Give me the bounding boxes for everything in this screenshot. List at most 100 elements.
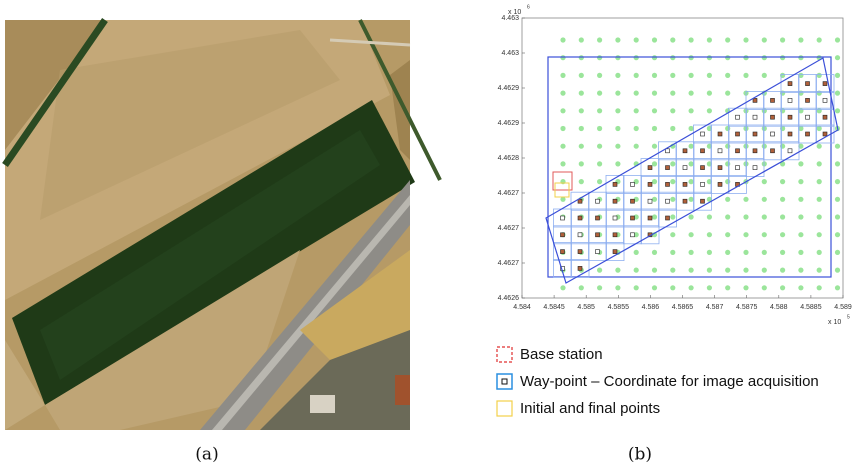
grid-dot	[834, 161, 841, 167]
waypoint	[700, 131, 705, 137]
grid-dot	[816, 285, 822, 291]
grid-dot	[560, 161, 566, 167]
grid-dot	[651, 125, 658, 132]
waypoint	[577, 198, 583, 204]
grid-dot	[688, 90, 694, 96]
waypoint-box	[605, 208, 625, 228]
x-tick-label: 4.589	[834, 304, 852, 311]
waypoint-box	[570, 208, 590, 228]
grid-dot	[688, 143, 694, 149]
waypoint-box	[710, 141, 730, 161]
waypoint	[647, 215, 653, 221]
waypoint-strip	[545, 57, 839, 284]
waypoint-box	[763, 107, 782, 127]
grid-dot	[651, 214, 658, 220]
waypoint-box	[745, 124, 765, 144]
waypoint-box	[623, 208, 642, 228]
waypoint	[682, 198, 688, 204]
waypoint	[560, 249, 565, 254]
grid-dot	[816, 232, 822, 238]
waypoint-box	[588, 242, 607, 262]
grid-dot	[651, 37, 658, 43]
grid-dot	[651, 161, 658, 167]
grid-dot	[761, 55, 767, 61]
grid-dot	[816, 196, 822, 202]
grid-dot	[725, 72, 731, 78]
y-multiplier: x 10	[508, 9, 521, 16]
grid-dot	[761, 249, 767, 255]
grid-dot	[688, 249, 694, 255]
waypoint	[752, 165, 758, 170]
waypoint	[717, 165, 723, 170]
y-tick-label: 4.4627	[498, 225, 520, 232]
waypoint-box	[693, 158, 712, 178]
grid-dot	[688, 179, 694, 185]
grid-dot	[615, 55, 621, 61]
waypoint	[805, 81, 810, 86]
grid-dot	[633, 214, 639, 220]
legend-label: Initial and final points	[520, 400, 660, 417]
x-tick-label: 4.5875	[736, 304, 758, 311]
grid-dot	[725, 55, 731, 61]
grid-dot	[578, 55, 584, 61]
grid-dot	[761, 179, 767, 185]
waypoint-box	[675, 191, 695, 211]
grid-dot	[597, 285, 603, 291]
grid-dot	[578, 143, 584, 149]
waypoint	[595, 215, 600, 221]
waypoint-box	[658, 141, 677, 161]
y-tick-label: 4.4627	[498, 190, 520, 197]
grid-dot	[725, 179, 731, 185]
waypoint	[665, 198, 670, 204]
grid-dot	[706, 267, 713, 273]
grid-dot	[798, 232, 804, 238]
grid-dot	[743, 285, 749, 291]
waypoint-box	[763, 91, 782, 110]
y-tick-label: 4.4628	[498, 155, 520, 162]
grid-dot	[670, 179, 676, 185]
waypoint	[770, 114, 775, 120]
waypoint	[805, 131, 810, 137]
grid-dot	[780, 249, 786, 255]
waypoint	[682, 165, 688, 170]
waypoint-box	[640, 191, 660, 211]
grid-dot	[597, 267, 603, 273]
grid-dot	[706, 232, 713, 238]
waypoint-box	[745, 91, 765, 110]
grid-dot	[725, 267, 731, 273]
grid-dot	[670, 108, 676, 114]
x-tick-label: 4.5845	[543, 304, 565, 311]
grid-dot	[633, 143, 639, 149]
x-tick-label: 4.5865	[672, 304, 694, 311]
grid-dot	[670, 249, 676, 255]
grid-dot	[816, 37, 822, 43]
grid-dot	[780, 179, 786, 185]
waypoint	[700, 148, 705, 154]
waypoint-box	[728, 124, 747, 144]
grid-dot	[706, 214, 713, 220]
grid-dot	[651, 196, 658, 202]
grid-dot	[615, 37, 621, 43]
grid-dot	[816, 267, 822, 273]
grid-dot	[597, 90, 603, 96]
waypoint	[682, 148, 688, 154]
grid-dot	[597, 37, 603, 43]
grid-dot	[780, 214, 786, 220]
grid-dot	[725, 90, 731, 96]
y-tick-label: 4.463	[501, 50, 519, 57]
grid-dot	[615, 90, 621, 96]
grid-dot	[798, 214, 804, 220]
grid-dot	[743, 232, 749, 238]
x-tick-label: 4.584	[513, 304, 531, 311]
waypoint	[822, 131, 828, 137]
grid-dot	[761, 196, 767, 202]
grid-dot	[615, 285, 621, 291]
grid-dot	[578, 108, 584, 114]
waypoint-box	[553, 258, 572, 278]
legend-item: Base station	[496, 346, 603, 363]
grid-dot	[816, 108, 822, 114]
waypoint	[665, 215, 670, 221]
grid-dot	[651, 72, 658, 78]
grid-dot	[560, 37, 566, 43]
